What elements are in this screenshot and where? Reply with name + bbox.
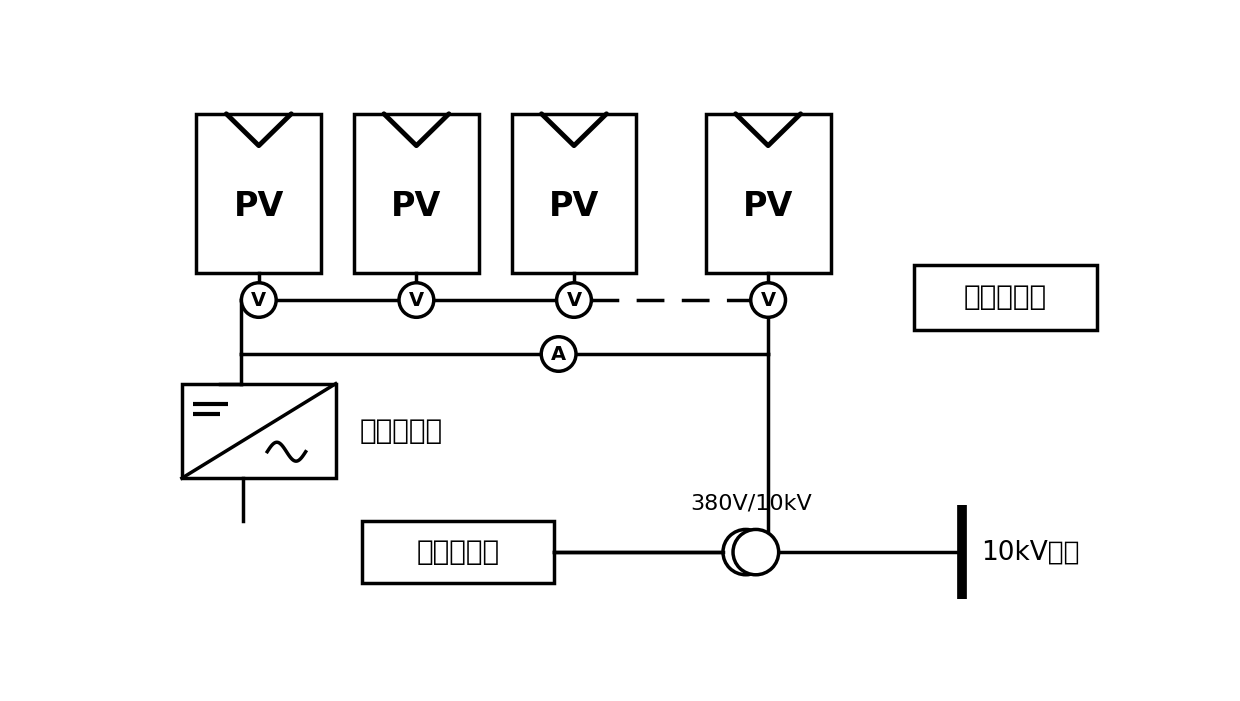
Text: PV: PV bbox=[743, 190, 794, 223]
Ellipse shape bbox=[723, 529, 769, 575]
Bar bbox=[353, 114, 479, 273]
Text: PV: PV bbox=[549, 190, 599, 223]
Text: V: V bbox=[567, 290, 582, 310]
Text: V: V bbox=[760, 290, 776, 310]
Bar bbox=[182, 383, 336, 478]
Text: 环境监测仪: 环境监测仪 bbox=[963, 283, 1047, 311]
Text: A: A bbox=[551, 344, 567, 364]
Text: 10kV母线: 10kV母线 bbox=[982, 539, 1080, 565]
Bar bbox=[914, 265, 1096, 329]
Bar bbox=[362, 522, 554, 583]
Ellipse shape bbox=[733, 529, 779, 575]
Ellipse shape bbox=[541, 336, 577, 372]
Text: PV: PV bbox=[233, 190, 284, 223]
Bar bbox=[196, 114, 321, 273]
Bar bbox=[512, 114, 636, 273]
Ellipse shape bbox=[399, 283, 434, 318]
Text: 380V/10kV: 380V/10kV bbox=[689, 494, 812, 513]
Text: 并网接入筱: 并网接入筱 bbox=[417, 538, 500, 566]
Bar bbox=[706, 114, 831, 273]
Text: PV: PV bbox=[391, 190, 441, 223]
Ellipse shape bbox=[557, 283, 591, 318]
Ellipse shape bbox=[750, 283, 785, 318]
Ellipse shape bbox=[242, 283, 277, 318]
Text: 并网逆变器: 并网逆变器 bbox=[360, 417, 443, 445]
Text: V: V bbox=[252, 290, 267, 310]
Text: V: V bbox=[409, 290, 424, 310]
